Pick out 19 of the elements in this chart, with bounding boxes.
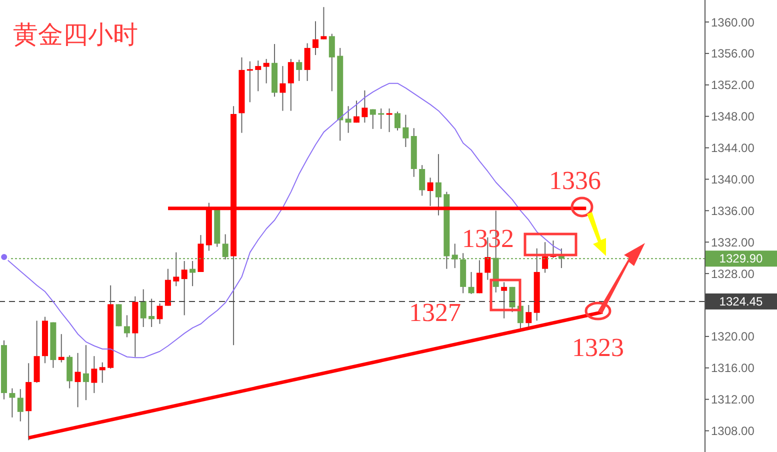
annotation: 1323	[572, 333, 624, 362]
annotation: 1327	[409, 298, 461, 327]
ref-line-label: 1324.45	[719, 294, 764, 308]
y-tick-label: 1328.00	[711, 266, 755, 281]
y-tick-label: 1344.00	[711, 141, 755, 156]
y-tick-label: 1352.00	[711, 78, 755, 92]
annotation: 1336	[549, 166, 601, 195]
ref-line-label: 1329.90	[719, 252, 764, 266]
y-tick-label: 1360.00	[711, 15, 755, 30]
y-tick-label: 1308.00	[711, 424, 755, 438]
y-tick-label: 1348.00	[711, 110, 755, 124]
y-tick-label: 1320.00	[711, 330, 755, 344]
y-tick-label: 1316.00	[711, 361, 755, 376]
y-tick-label: 1356.00	[711, 46, 755, 61]
y-tick-label: 1312.00	[711, 392, 755, 407]
y-tick-label: 1336.00	[711, 204, 755, 218]
text: 黄金四小时	[13, 21, 138, 51]
y-tick-label: 1332.00	[711, 235, 755, 250]
y-tick-label: 1340.00	[711, 172, 755, 186]
